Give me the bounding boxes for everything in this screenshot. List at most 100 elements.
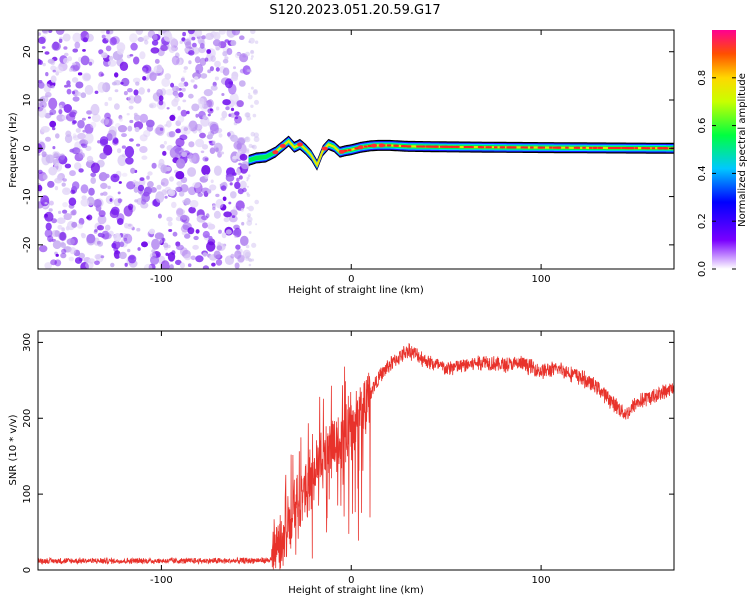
noise-speckle [54,66,64,74]
noise-speckle [225,174,235,182]
noise-speckle [183,69,187,73]
ridge-core-red [510,146,514,149]
ridge-core-red [439,145,444,148]
noise-speckle [222,51,228,57]
noise-speckle [177,105,181,111]
noise-speckle [166,216,173,222]
noise-speckle [157,213,162,219]
noise-speckle [221,110,228,119]
noise-speckle [68,256,75,262]
noise-speckle [184,198,191,205]
noise-speckle [222,58,229,64]
noise-speckle [75,81,84,89]
noise-speckle [248,37,255,44]
noise-speckle [82,49,86,52]
noise-speckle [175,216,183,222]
noise-speckle [230,191,237,199]
noise-speckle [96,240,101,245]
noise-speckle [70,210,76,216]
ridge-core-red [617,147,621,149]
noise-speckle [187,167,197,177]
noise-speckle [114,72,119,78]
ridge-core-red [612,147,617,149]
noise-speckle [237,172,241,176]
noise-speckle [63,104,72,113]
noise-speckle [176,207,184,217]
ridge-core-red [549,146,553,149]
noise-speckle [189,200,199,208]
ridge-core-red [465,146,470,148]
x-tick-label: 0 [348,274,354,285]
noise-speckle [114,103,120,110]
noise-speckle [50,259,57,266]
noise-speckle [207,69,212,74]
noise-speckle [124,262,128,267]
noise-speckle [81,117,86,121]
noise-speckle [246,206,249,209]
y-tick-label: 20 [22,45,33,58]
noise-speckle [66,88,72,95]
noise-speckle [165,89,175,96]
noise-speckle [201,165,211,176]
noise-speckle [247,94,253,100]
noise-speckle [117,218,124,225]
noise-speckle [129,119,134,124]
noise-speckle [199,57,207,66]
colorbar-tick-label: 0.2 [697,213,708,229]
noise-speckle [175,259,182,266]
noise-speckle [81,143,88,149]
noise-speckle [80,232,85,237]
ridge-core-red [344,149,348,152]
noise-speckle [97,214,107,225]
noise-speckle [176,244,184,251]
noise-speckle [104,101,109,107]
noise-speckle [98,71,104,77]
noise-speckle [195,138,205,148]
noise-speckle [53,151,61,158]
noise-speckle [146,175,150,180]
ridge-core-red [541,146,545,149]
noise-speckle [45,136,51,142]
noise-speckle [126,88,133,93]
ridge-core-red [494,146,498,149]
noise-speckle [85,261,94,269]
noise-speckle [97,81,107,93]
noise-speckle [47,235,54,243]
noise-speckle [206,241,216,252]
noise-speckle [69,247,77,255]
noise-speckle [215,259,223,266]
noise-speckle [94,260,100,266]
noise-speckle [244,251,251,258]
x-tick-label: 0 [348,575,354,586]
noise-speckle [62,209,68,214]
noise-speckle [221,232,227,239]
noise-speckle [61,248,67,254]
noise-speckle [60,242,66,248]
noise-speckle [61,182,66,187]
noise-speckle [206,134,213,140]
colorbar-tick-label: 0.0 [697,261,708,277]
noise-speckle [137,247,141,251]
noise-speckle [223,217,230,223]
noise-speckle [215,67,220,72]
noise-speckle [105,45,112,52]
noise-speckle [195,63,204,74]
noise-speckle [126,113,130,116]
snr-frame [37,330,675,571]
noise-speckle [175,52,180,58]
noise-speckle [251,145,254,148]
noise-speckle [163,242,169,248]
noise-speckle [233,66,236,70]
noise-speckle [247,216,253,222]
noise-speckle [141,192,150,203]
ridge-core-red [446,145,451,148]
noise-speckle [202,115,207,120]
noise-speckle [107,129,117,141]
noise-speckle [202,265,209,269]
noise-speckle [254,99,259,105]
noise-speckle [86,155,94,163]
noise-speckle [52,127,56,131]
noise-speckle [80,92,87,99]
ridge-core-red [557,146,562,149]
y-tick-label: -10 [22,188,33,204]
